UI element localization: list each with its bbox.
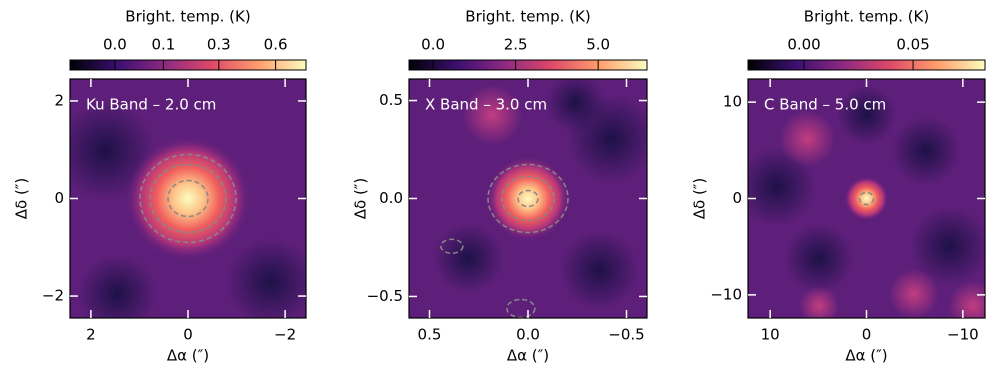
y-tick-label: 0.0 — [379, 189, 403, 207]
y-tick-label: 2 — [54, 91, 64, 109]
image-dark — [77, 254, 157, 334]
y-axis-label: Δδ (″) — [352, 178, 370, 220]
image-dark — [784, 223, 854, 293]
x-axis-label: Δα (″) — [845, 347, 887, 365]
x-tick-label: 10 — [761, 326, 780, 344]
x-tick-label: −10 — [947, 326, 979, 344]
x-tick-label: −2 — [274, 326, 296, 344]
image-dark — [837, 85, 897, 145]
x-axis-label: Δα (″) — [507, 347, 549, 365]
colorbar-tick-label: 2.5 — [504, 36, 528, 54]
panel-label: C Band – 5.0 cm — [764, 96, 886, 114]
colorbar — [748, 60, 985, 70]
image-core — [486, 157, 570, 241]
x-tick-label: −0.5 — [608, 326, 644, 344]
image-dark — [434, 223, 504, 293]
x-tick-label: 0.5 — [418, 326, 442, 344]
image — [736, 79, 996, 331]
colorbar-tick-label: 0.6 — [264, 36, 288, 54]
x-tick-label: 0 — [183, 326, 193, 344]
image-bright — [462, 85, 522, 145]
image-bright — [779, 111, 835, 167]
image-bright — [889, 269, 939, 319]
image-bright — [948, 281, 996, 331]
colorbar — [409, 60, 647, 70]
y-tick-label: −10 — [710, 285, 742, 303]
y-tick-label: 10 — [723, 93, 742, 111]
colorbar-label: Bright. temp. (K) — [804, 8, 929, 26]
colorbar-tick-label: 0.0 — [103, 36, 127, 54]
x-axis-label: Δα (″) — [167, 347, 209, 365]
x-tick-label: 0 — [862, 326, 872, 344]
panel-label: Ku Band – 2.0 cm — [86, 96, 216, 114]
y-tick-label: 0 — [732, 189, 742, 207]
y-tick-label: −2 — [42, 287, 64, 305]
image-core — [845, 177, 889, 221]
colorbar-tick-label: 0.00 — [787, 36, 820, 54]
image-dark — [559, 230, 639, 310]
panel: X Band – 3.0 cm 0.5 0.0 −0.5 −0.5 0.0 0.5 Δα (″… — [352, 8, 657, 365]
image-dark — [546, 73, 606, 133]
panel-label: X Band – 3.0 cm — [425, 96, 547, 114]
image — [55, 79, 315, 334]
colorbar-tick-label: 0.3 — [207, 36, 231, 54]
y-tick-label: 0 — [54, 189, 64, 207]
image-dark — [891, 116, 961, 186]
x-tick-label: 0.0 — [516, 326, 540, 344]
y-tick-label: 0.5 — [379, 91, 403, 109]
y-axis-label: Δδ (″) — [13, 178, 31, 220]
panel: Ku Band – 2.0 cm 2 0 −2 −2 0 2 Δα (″) Δδ (″) 0.0 0… — [13, 8, 316, 365]
colorbar-tick-label: 0.05 — [896, 36, 929, 54]
x-tick-label: 2 — [86, 326, 96, 344]
colorbar-label: Bright. temp. (K) — [465, 8, 590, 26]
colorbar — [70, 60, 306, 70]
y-axis-label: Δδ (″) — [691, 178, 709, 220]
colorbar-tick-label: 0.0 — [421, 36, 445, 54]
colorbar-label: Bright. temp. (K) — [125, 8, 250, 26]
panel: C Band – 5.0 cm 10 0 −10 −10 0 10 Δα (″) Δδ (″) 0… — [691, 8, 996, 365]
image-dark — [226, 237, 316, 327]
colorbar-tick-label: 0.1 — [151, 36, 175, 54]
image-bright — [799, 286, 839, 326]
colorbar-tick-label: 5.0 — [586, 36, 610, 54]
y-tick-label: −0.5 — [367, 287, 403, 305]
